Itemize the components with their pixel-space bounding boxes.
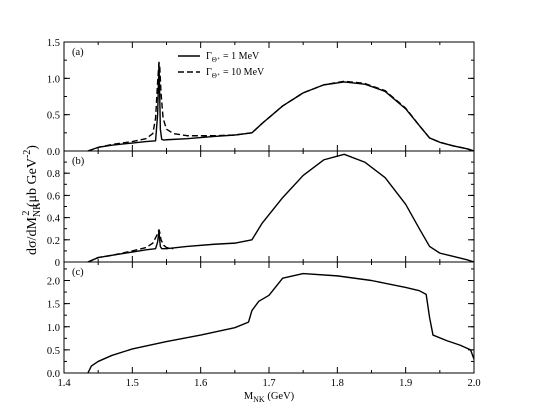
x-tick-label: 1.7 [262, 378, 275, 389]
y-tick-label: 0.5 [47, 346, 60, 357]
series-line-solid [87, 153, 475, 263]
y-label-unit-close: ) [25, 145, 40, 150]
x-tick-label: 1.6 [194, 378, 207, 389]
y-label-unit-sup: -2 [22, 150, 33, 158]
y-tick-label: 0 [55, 258, 60, 269]
y-tick-label: 2.0 [47, 277, 60, 288]
legend-symbol: Γ [206, 67, 212, 78]
panel-label: (c) [72, 267, 84, 278]
x-tick-label: 1.5 [126, 378, 139, 389]
panel-frame [63, 41, 475, 152]
series-line-dashed [87, 229, 174, 263]
y-label-sub: NK [32, 202, 43, 217]
panel-frame [63, 150, 475, 263]
y-axis-label: dσ/dMNK2 (μb GeV-2) [21, 145, 43, 255]
y-tick-label: 0.2 [47, 236, 60, 247]
legend-suffix: = 1 MeV [221, 51, 260, 62]
y-label-sup: 2 [21, 211, 32, 216]
legend-sub: Θ⁺ [212, 56, 221, 64]
panel-1: 0 0.2 0.4 0.6 0.8 (b) [47, 150, 475, 269]
x-label-main: M [244, 391, 254, 402]
panel-frame [63, 261, 475, 374]
legend-sub: Θ⁺ [212, 72, 221, 80]
y-tick-label: 0.5 [47, 111, 60, 122]
y-tick-label: 0.6 [47, 191, 60, 202]
legend-symbol: Γ [206, 51, 212, 62]
y-label-prefix: dσ/dM [25, 217, 40, 255]
series-line-solid [87, 63, 475, 152]
y-tick-label: 0.8 [47, 169, 60, 180]
legend-entry: ΓΘ⁺ = 1 MeV [206, 51, 260, 64]
y-tick-label: 1.0 [47, 74, 60, 85]
panel-label: (a) [72, 47, 84, 58]
series-line-solid [87, 272, 475, 374]
legend-entry: ΓΘ⁺ = 10 MeV [206, 67, 265, 80]
legend-suffix: = 10 MeV [221, 67, 265, 78]
panel-label: (b) [72, 156, 85, 167]
y-tick-label: 1.0 [47, 323, 60, 334]
x-tick-label: 1.8 [331, 378, 344, 389]
y-tick-label: 1.5 [47, 38, 60, 49]
x-tick-label: 1.4 [57, 378, 71, 389]
y-tick-label: 0.4 [47, 214, 61, 225]
x-tick-label: 2.0 [467, 378, 480, 389]
x-tick-label: 1.9 [399, 378, 412, 389]
x-label-suffix: (GeV) [265, 391, 295, 402]
y-tick-label: 0.0 [47, 147, 60, 158]
panel-2: 0.0 0.5 1.0 1.5 2.0 1.4 1.5 1.6 1.7 1.8 1.9 2.0 (c) [47, 261, 481, 389]
y-tick-label: 0.0 [47, 369, 60, 380]
series-line-dashed [87, 61, 475, 152]
y-tick-label: 1.5 [47, 300, 60, 311]
x-label-sub: NK [253, 395, 265, 404]
y-label-unit-open: (μb GeV [25, 158, 40, 211]
x-axis-label: MNK (GeV) [244, 391, 295, 404]
